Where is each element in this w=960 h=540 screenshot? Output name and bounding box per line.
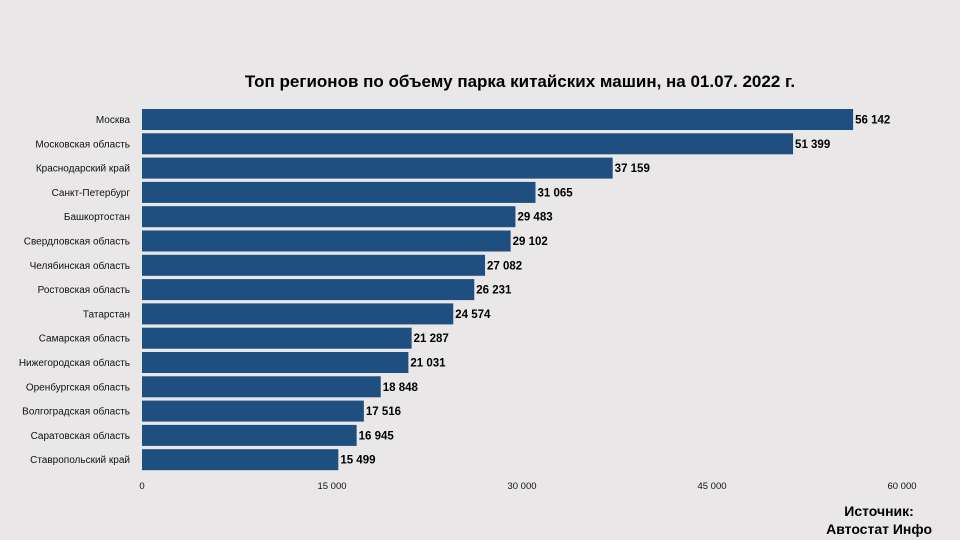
source-label: Источник:	[844, 503, 914, 519]
value-label: 29 483	[517, 212, 552, 224]
bar	[142, 449, 339, 471]
value-label: 24 574	[455, 309, 491, 321]
x-tick-label: 45 000	[697, 481, 726, 492]
bar	[142, 157, 613, 179]
bar	[142, 206, 516, 228]
category-label: Краснодарский край	[36, 164, 130, 175]
bar	[142, 303, 454, 325]
category-label: Самарская область	[39, 333, 130, 345]
chart-title: Топ регионов по объему парка китайских м…	[244, 72, 796, 91]
bar	[142, 376, 381, 398]
category-label: Ростовская область	[38, 284, 130, 296]
bar	[142, 254, 486, 276]
value-label: 56 142	[855, 115, 890, 127]
category-label: Волгоградская область	[22, 406, 130, 418]
category-label: Свердловская область	[24, 236, 130, 248]
category-label: Нижегородская область	[19, 357, 130, 369]
bar	[142, 400, 364, 422]
category-label: Ставропольский край	[30, 455, 130, 466]
x-tick-label: 15 000	[317, 481, 346, 492]
value-label: 37 159	[615, 163, 650, 175]
bar	[142, 230, 511, 252]
bar	[142, 181, 536, 203]
bar	[142, 327, 412, 349]
x-tick-label: 30 000	[507, 481, 536, 492]
category-label: Москва	[96, 115, 131, 126]
bar	[142, 109, 854, 130]
category-label: Башкортостан	[64, 212, 130, 223]
value-label: 18 848	[383, 382, 419, 394]
bar	[142, 424, 357, 446]
value-label: 31 065	[537, 187, 573, 199]
category-label: Оренбургская область	[26, 381, 130, 393]
category-label: Татарстан	[83, 309, 130, 320]
bar	[142, 133, 794, 155]
value-label: 17 516	[366, 406, 401, 418]
category-label: Московская область	[35, 138, 130, 150]
value-label: 27 082	[487, 260, 522, 272]
category-label: Саратовская область	[31, 430, 130, 442]
source-note: Источник: Автостат Инфо	[826, 502, 932, 538]
category-label: Санкт-Петербург	[52, 187, 131, 199]
source-name: Автостат Инфо	[826, 521, 932, 537]
value-label: 16 945	[359, 430, 395, 442]
value-label: 21 031	[410, 358, 446, 370]
x-tick-label: 60 000	[887, 481, 916, 492]
category-label: Челябинская область	[30, 260, 130, 272]
value-label: 51 399	[795, 139, 830, 151]
x-tick-label: 0	[139, 481, 144, 492]
value-label: 29 102	[513, 236, 548, 248]
value-label: 21 287	[414, 333, 449, 345]
value-label: 15 499	[340, 455, 375, 467]
bar	[142, 279, 475, 301]
value-label: 26 231	[476, 285, 512, 297]
bar	[142, 352, 409, 373]
